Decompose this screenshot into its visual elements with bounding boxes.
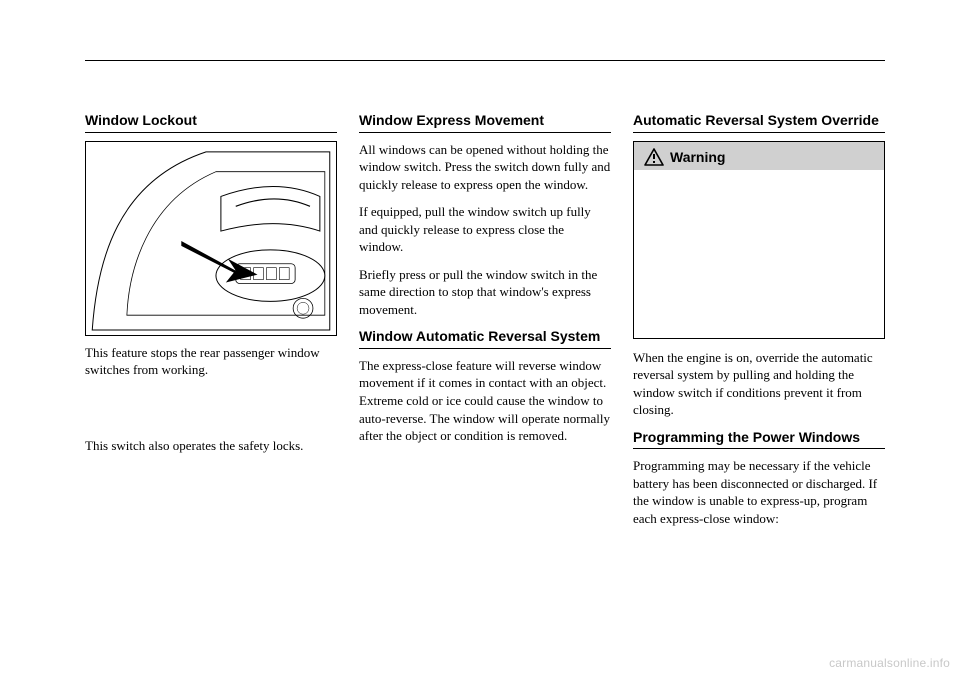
section-title-programming-windows: Programming the Power Windows: [633, 429, 885, 450]
paragraph: Programming may be necessary if the vehi…: [633, 457, 885, 527]
column-1: Window Lockout: [85, 112, 337, 537]
section-title-reversal-override: Automatic Reversal System Override: [633, 112, 885, 133]
paragraph: When the engine is on, override the auto…: [633, 349, 885, 419]
door-panel-illustration: [85, 141, 337, 336]
paragraph: This feature stops the rear passenger wi…: [85, 344, 337, 379]
watermark-text: carmanualsonline.info: [829, 656, 950, 670]
column-3: Automatic Reversal System Override Warni…: [633, 112, 885, 537]
column-2: Window Express Movement All windows can …: [359, 112, 611, 537]
spacer: [85, 389, 337, 437]
paragraph: All windows can be opened without holdin…: [359, 141, 611, 194]
manual-page: Window Lockout: [85, 60, 885, 640]
warning-header: Warning: [634, 142, 884, 170]
warning-box: Warning .: [633, 141, 885, 339]
paragraph: This switch also operates the safety loc…: [85, 437, 337, 455]
section-title-window-lockout: Window Lockout: [85, 112, 337, 133]
section-title-express-movement: Window Express Movement: [359, 112, 611, 133]
section-title-auto-reversal: Window Automatic Reversal System: [359, 328, 611, 349]
header-rule: [85, 60, 885, 61]
column-layout: Window Lockout: [85, 60, 885, 537]
paragraph: If equipped, pull the window switch up f…: [359, 203, 611, 256]
door-panel-svg: [86, 142, 336, 335]
paragraph: Briefly press or pull the window switch …: [359, 266, 611, 319]
warning-label: Warning: [670, 149, 725, 165]
paragraph: The express-close feature will reverse w…: [359, 357, 611, 445]
warning-body: .: [634, 170, 884, 338]
warning-triangle-icon: [644, 148, 664, 166]
